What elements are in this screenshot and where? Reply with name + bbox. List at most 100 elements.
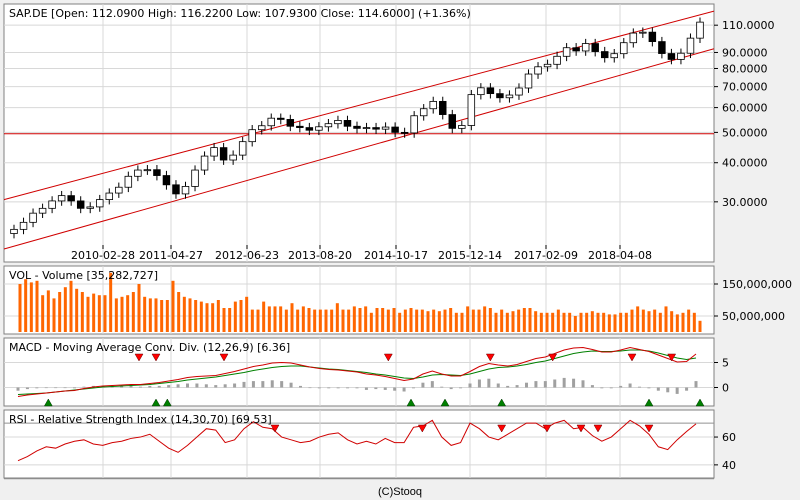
- macd-histogram-bar: [299, 385, 302, 388]
- volume-bar: [619, 312, 623, 332]
- volume-bar: [539, 312, 543, 332]
- volume-bar: [245, 296, 249, 332]
- price-candles: [10, 17, 704, 239]
- macd-y-tick-label: 5: [722, 357, 729, 370]
- volume-bar: [602, 312, 606, 332]
- candle: [362, 122, 371, 134]
- candle: [410, 111, 418, 138]
- volume-bar: [358, 308, 362, 332]
- volume-bar: [301, 306, 305, 332]
- candle: [86, 202, 94, 214]
- candle: [467, 89, 476, 131]
- macd-histogram-bar: [280, 381, 284, 388]
- price-x-tick-label: 2017-02-09: [514, 249, 578, 262]
- volume-bar: [562, 312, 566, 332]
- candle-body: [467, 94, 476, 126]
- volume-bar: [131, 292, 135, 332]
- candle-body: [629, 32, 638, 44]
- volume-bar: [432, 309, 436, 332]
- price-y-tick-label: 40.0000: [722, 157, 768, 170]
- rsi-markers: [270, 424, 654, 433]
- volume-bar: [194, 300, 198, 332]
- volume-bar: [239, 300, 243, 332]
- volume-bar: [670, 311, 674, 332]
- rsi-sell-marker: [417, 424, 427, 433]
- candle-body: [439, 100, 447, 115]
- macd-histogram-bar: [25, 387, 29, 390]
- volume-bar: [143, 296, 147, 332]
- rsi-sell-marker: [542, 424, 552, 433]
- volume-bars: [18, 272, 702, 332]
- candle: [96, 194, 104, 212]
- volume-bar: [256, 309, 260, 332]
- macd-histogram-bar: [346, 387, 350, 389]
- volume-bar: [466, 306, 470, 332]
- volume-bar: [596, 312, 600, 332]
- macd-sell-marker: [151, 353, 161, 362]
- volume-bar: [160, 300, 164, 332]
- candle: [448, 109, 457, 134]
- candle: [477, 83, 485, 100]
- volume-bar: [182, 296, 186, 332]
- candle: [696, 17, 704, 43]
- macd-buy-marker: [406, 398, 416, 407]
- volume-bar: [579, 312, 583, 332]
- macd-buy-marker: [497, 398, 507, 407]
- macd-histogram-bar: [374, 387, 378, 390]
- macd-histogram-bar: [402, 387, 406, 392]
- volume-bar: [681, 312, 685, 332]
- macd-histogram-bar: [148, 385, 152, 388]
- candle: [48, 196, 56, 214]
- candle: [658, 36, 666, 59]
- price-y-ticks: 30.0000 40.0000 50.0000 60.0000 70.0000 80.00…: [714, 19, 775, 209]
- volume-bar: [545, 312, 549, 332]
- volume-bar: [318, 309, 322, 332]
- volume-bar: [267, 306, 271, 332]
- candle-body: [124, 175, 133, 188]
- candle-body: [343, 120, 352, 127]
- macd-histogram-bar: [73, 387, 76, 389]
- candle: [496, 88, 504, 103]
- volume-bar: [205, 303, 209, 332]
- candle: [181, 181, 190, 199]
- candle: [67, 190, 75, 206]
- volume-bar: [443, 309, 447, 332]
- volume-bar: [114, 298, 118, 332]
- volume-bar: [517, 309, 521, 332]
- volume-bar: [364, 306, 368, 332]
- candle: [419, 104, 428, 121]
- volume-bar: [46, 290, 50, 332]
- candle-body: [315, 126, 323, 131]
- rsi-sell-marker: [497, 424, 507, 433]
- volume-bar: [687, 309, 691, 332]
- candle-body: [10, 228, 18, 234]
- volume-bar: [154, 298, 158, 332]
- macd-histogram-bar: [308, 387, 312, 389]
- candle-body: [96, 199, 104, 208]
- volume-bar: [97, 295, 101, 332]
- volume-bar: [386, 309, 390, 332]
- candle: [267, 113, 275, 131]
- macd-histogram-bar: [647, 387, 651, 389]
- candle: [458, 120, 466, 134]
- candle: [124, 171, 133, 193]
- candle-body: [115, 186, 123, 194]
- macd-histogram-bar: [364, 387, 368, 390]
- volume-bar: [103, 295, 107, 332]
- candle: [10, 224, 18, 239]
- volume-bar: [556, 309, 560, 332]
- candle-body: [419, 108, 428, 117]
- candle: [29, 208, 37, 228]
- candle: [391, 122, 399, 138]
- price-x-tick-label: 2014-10-17: [364, 249, 428, 262]
- rsi-sell-marker: [270, 424, 280, 433]
- candle-body: [200, 155, 209, 171]
- macd-histogram-bar: [317, 387, 321, 389]
- macd-histogram-bar: [619, 385, 623, 388]
- candle: [620, 38, 628, 59]
- macd-histogram-bar: [82, 386, 86, 388]
- macd-histogram-bar: [534, 381, 538, 388]
- candle-body: [67, 195, 75, 202]
- volume-bar: [52, 298, 56, 332]
- price-x-tick-label: 2015-12-14: [438, 249, 502, 262]
